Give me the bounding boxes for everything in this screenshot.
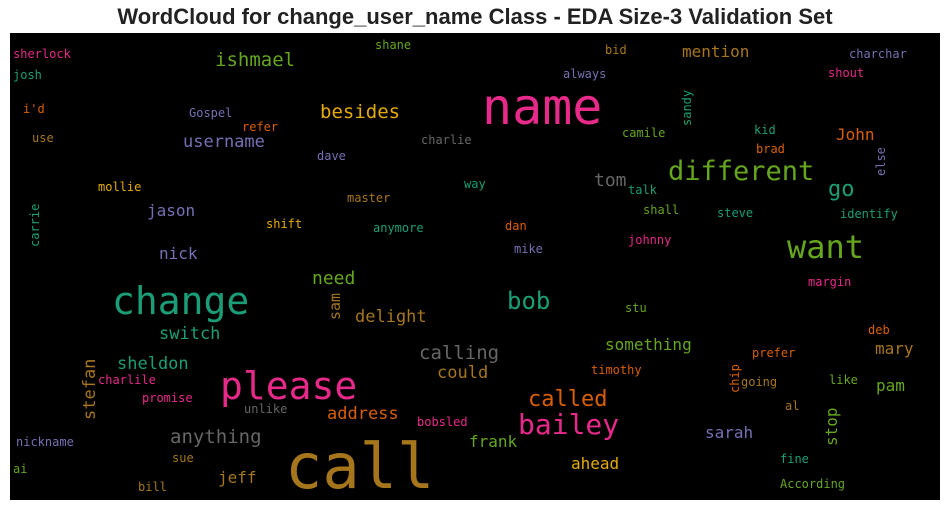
word-bid: bid <box>605 43 627 57</box>
word-ahead: ahead <box>571 454 619 473</box>
word-sherlock: sherlock <box>13 47 72 61</box>
word-stu: stu <box>625 301 647 315</box>
word-nickname: nickname <box>16 435 74 449</box>
word-talk: talk <box>628 183 658 197</box>
word-bailey: bailey <box>518 408 619 441</box>
word-unlike: unlike <box>244 402 287 416</box>
word-bobsled: bobsled <box>417 415 468 429</box>
word-going: going <box>741 375 777 389</box>
word-calling: calling <box>419 342 499 364</box>
word-want: want <box>787 228 864 266</box>
word-fine: fine <box>780 452 809 466</box>
word-nick: nick <box>159 244 198 263</box>
word-always: always <box>563 67 606 81</box>
word-timothy: timothy <box>591 363 642 377</box>
word-stefan: stefan <box>80 359 100 420</box>
word-jeff: jeff <box>218 468 257 487</box>
word-sue: sue <box>172 451 194 465</box>
word-shall: shall <box>643 203 679 217</box>
word-promise: promise <box>142 391 193 405</box>
word-steve: steve <box>717 206 753 220</box>
word-i-d: i'd <box>23 102 45 116</box>
word-tom: tom <box>594 170 627 191</box>
word-shift: shift <box>266 217 302 231</box>
word-use: use <box>32 131 54 145</box>
word-bill: bill <box>138 480 167 494</box>
word-sheldon: sheldon <box>117 354 189 374</box>
word-ai: ai <box>13 462 27 476</box>
word-camile: camile <box>622 126 665 140</box>
word-mary: mary <box>875 339 914 358</box>
word-carrie: carrie <box>28 204 42 247</box>
word-charlile: charlile <box>98 373 156 387</box>
word-brad: brad <box>756 142 785 156</box>
word-sandy: sandy <box>680 90 694 126</box>
word-name: name <box>482 78 602 136</box>
word-stop: stop <box>822 407 841 446</box>
word-kid: kid <box>754 123 776 137</box>
word-johnny: johnny <box>628 233 671 247</box>
word-sarah: sarah <box>705 423 753 442</box>
word-shane: shane <box>375 38 411 52</box>
word-deb: deb <box>868 323 890 337</box>
word-switch: switch <box>159 324 220 344</box>
word-please: please <box>220 364 357 408</box>
word-charlie: charlie <box>421 133 472 147</box>
word-prefer: prefer <box>752 346 795 360</box>
word-address: address <box>327 404 399 424</box>
word-jason: jason <box>147 201 195 220</box>
word-cloud-words: call name change please want different bailey b… <box>13 38 914 503</box>
word-different: different <box>668 156 814 187</box>
word-change: change <box>112 279 249 323</box>
word-frank: frank <box>469 432 518 451</box>
word-john: John <box>836 125 875 144</box>
word-identify: identify <box>840 207 898 221</box>
word-ishmael: ishmael <box>215 49 295 71</box>
word-call: call <box>285 430 434 503</box>
word-username: username <box>183 132 265 152</box>
word-margin: margin <box>808 275 851 289</box>
word-bob: bob <box>507 287 550 315</box>
word-called: called <box>528 387 607 412</box>
word-like: like <box>829 373 858 387</box>
word-go: go <box>828 177 855 202</box>
word-mollie: mollie <box>98 180 141 194</box>
word-charchar: charchar <box>849 47 907 61</box>
word-refer: refer <box>242 120 278 134</box>
word-mike: mike <box>514 242 543 256</box>
word-chip: chip <box>728 364 742 393</box>
word-dave: dave <box>317 149 346 163</box>
word-mention: mention <box>682 42 749 61</box>
word-according: According <box>780 477 845 491</box>
word-sam: sam <box>326 293 344 320</box>
word-shout: shout <box>828 66 864 80</box>
word-pam: pam <box>876 376 905 395</box>
page-title: WordCloud for change_user_name Class - E… <box>117 4 833 29</box>
word-dan: dan <box>505 219 527 233</box>
word-besides: besides <box>320 101 400 123</box>
word-something: something <box>605 335 692 354</box>
word-gospel: Gospel <box>189 106 232 120</box>
word-master: master <box>347 191 390 205</box>
word-delight: delight <box>355 307 427 327</box>
word-josh: josh <box>13 68 42 82</box>
word-anything: anything <box>170 426 262 448</box>
word-cloud-background <box>10 33 940 500</box>
word-anymore: anymore <box>373 221 424 235</box>
word-al: al <box>785 399 799 413</box>
word-could: could <box>437 363 488 383</box>
word-need: need <box>312 268 355 289</box>
word-else: else <box>874 147 888 176</box>
word-way: way <box>464 177 486 191</box>
